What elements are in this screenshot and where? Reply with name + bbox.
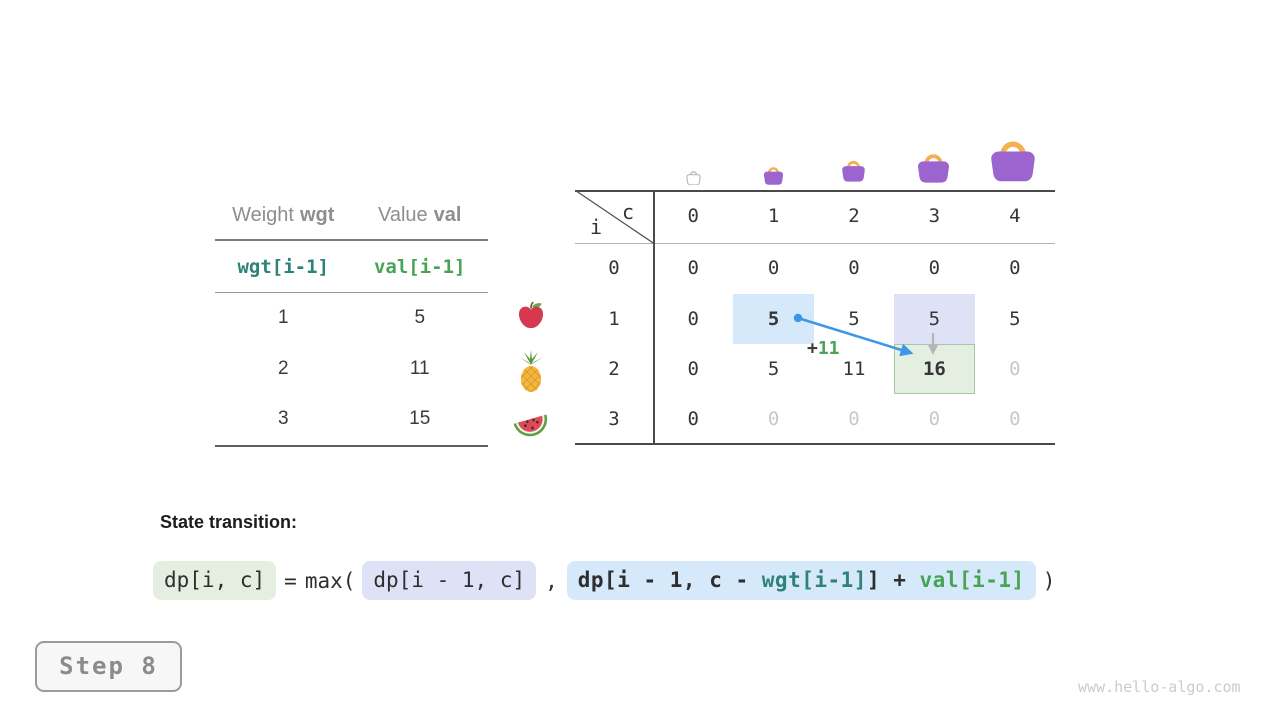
option2-wgt-term: wgt[i-1] xyxy=(761,568,867,592)
dp-cell-2-4: 0 xyxy=(1009,358,1021,380)
dp-cell-0-4: 0 xyxy=(1009,257,1021,279)
dp-cell-1-2: 5 xyxy=(848,308,860,330)
item-3-weight: 3 xyxy=(277,408,289,430)
equals-sign: = xyxy=(284,568,297,593)
dp-cell-1-1: 5 xyxy=(733,294,814,344)
dp-cell-0-2: 0 xyxy=(848,257,860,279)
dp-col-header-4: 4 xyxy=(1009,205,1021,227)
capacity-4-bag-icon xyxy=(991,141,1035,182)
dp-cell-1-0: 0 xyxy=(687,308,699,330)
weight-index-expr: wgt[i-1] xyxy=(237,256,329,278)
formula-option2: dp[i - 1, c - wgt[i-1]] + val[i-1] xyxy=(566,561,1036,600)
dp-cell-3-1: 0 xyxy=(767,408,780,430)
dp-cell-3-3: 0 xyxy=(928,408,941,430)
val-code-label: val xyxy=(433,204,462,226)
item-2-weight: 2 xyxy=(277,357,289,379)
dp-table: c i 0 1 2 3 4 0 1 2 3 0 0 0 0 0 0 5 5 5 5 0 5 11 16 0 0 0 0 0 0 +11 xyxy=(575,190,1055,445)
watermark: www.hello-algo.com xyxy=(1078,678,1241,696)
capacity-1-bag-icon xyxy=(763,167,784,185)
formula-lhs: dp[i, c] xyxy=(153,561,277,600)
option2-val-term: val[i-1] xyxy=(919,568,1025,592)
dp-cell-1-4: 5 xyxy=(1009,308,1021,330)
comma: , xyxy=(545,568,558,593)
max-open: max( xyxy=(304,568,356,593)
capacity-0-bag-icon xyxy=(686,171,701,185)
dp-cell-3-0: 0 xyxy=(687,408,699,430)
item-1-value: 5 xyxy=(414,307,426,328)
dp-col-header-3: 3 xyxy=(928,205,941,227)
capacity-2-bag-icon xyxy=(842,160,865,182)
items-table: Weight wgt Value val wgt[i-1] val[i-1] 1 5… xyxy=(215,196,488,447)
dp-col-header-0: 0 xyxy=(687,205,699,227)
value-index-expr: val[i-1] xyxy=(373,256,466,278)
dp-table-bottom-border xyxy=(575,443,1055,445)
value-label: Value xyxy=(378,204,428,226)
dp-cell-2-1: 5 xyxy=(767,358,780,380)
header-diagonal-line xyxy=(575,190,655,244)
close-paren: ) xyxy=(1042,568,1056,593)
wgt-code-label: wgt xyxy=(299,204,335,226)
dp-row-header-0: 0 xyxy=(608,257,620,279)
item-3-value: 15 xyxy=(409,408,431,430)
items-table-header: Weight wgt Value val xyxy=(215,196,488,241)
dp-header-underline xyxy=(575,243,1055,244)
dp-cell-3-2: 0 xyxy=(848,408,860,430)
option2-plus: + xyxy=(880,568,920,592)
pineapple-icon xyxy=(519,350,543,392)
dp-row-header-1: 1 xyxy=(608,308,620,330)
dp-table-vertical-line xyxy=(653,190,655,445)
dp-cell-2-3: 16 xyxy=(894,344,975,394)
item-row-1: 1 5 xyxy=(215,293,488,344)
capacity-3-bag-icon xyxy=(918,154,949,183)
option2-prefix: dp[i - 1, c - xyxy=(577,568,762,592)
dp-table-top-border xyxy=(575,190,1055,192)
item-row-2: 2 11 xyxy=(215,344,488,395)
value-column-header: Value val xyxy=(352,196,489,239)
item-1-weight: 1 xyxy=(277,307,289,328)
item-row-3: 3 15 xyxy=(215,394,488,445)
plus-amount: 11 xyxy=(817,338,840,359)
dp-cell-0-0: 0 xyxy=(687,257,699,279)
apple-icon xyxy=(518,301,544,329)
item-2-value: 11 xyxy=(409,357,430,379)
plus-sign: + xyxy=(807,338,818,359)
dp-cell-2-0: 0 xyxy=(687,358,699,380)
option2-bracket: ] xyxy=(866,568,881,592)
weight-column-header: Weight wgt xyxy=(215,196,352,239)
dp-col-header-1: 1 xyxy=(767,205,780,227)
plus-value-label: +11 xyxy=(807,338,840,359)
step-badge: Step 8 xyxy=(35,641,182,692)
weight-label: Weight xyxy=(232,204,294,226)
watermelon-icon xyxy=(513,414,548,437)
dp-cell-2-2: 11 xyxy=(842,358,866,380)
items-index-row: wgt[i-1] val[i-1] xyxy=(215,241,488,293)
dp-cell-0-1: 0 xyxy=(767,257,780,279)
dp-cell-3-4: 0 xyxy=(1009,408,1021,430)
dp-col-header-2: 2 xyxy=(848,205,860,227)
state-transition-formula: dp[i, c] = max( dp[i - 1, c] , dp[i - 1,… xyxy=(153,561,1055,600)
dp-cell-0-3: 0 xyxy=(928,257,941,279)
dp-cell-1-3: 5 xyxy=(894,294,975,344)
corner-col-var: c xyxy=(621,200,635,224)
dp-row-header-3: 3 xyxy=(608,408,620,430)
dp-row-header-2: 2 xyxy=(608,358,620,380)
state-transition-heading: State transition: xyxy=(160,512,298,532)
formula-option1: dp[i - 1, c] xyxy=(362,561,537,600)
corner-row-var: i xyxy=(589,215,603,239)
